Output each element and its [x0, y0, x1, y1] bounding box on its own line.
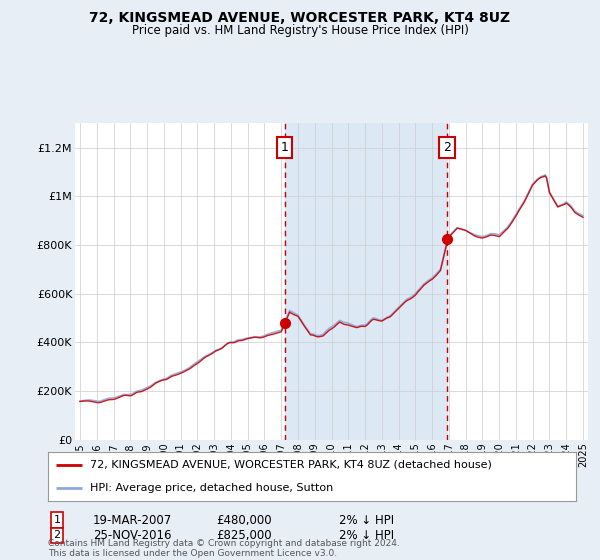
Text: 2% ↓ HPI: 2% ↓ HPI	[339, 514, 394, 527]
Text: 2: 2	[53, 530, 61, 540]
Text: 72, KINGSMEAD AVENUE, WORCESTER PARK, KT4 8UZ: 72, KINGSMEAD AVENUE, WORCESTER PARK, KT…	[89, 11, 511, 25]
Text: Contains HM Land Registry data © Crown copyright and database right 2024.
This d: Contains HM Land Registry data © Crown c…	[48, 539, 400, 558]
Text: £480,000: £480,000	[216, 514, 272, 527]
Text: Price paid vs. HM Land Registry's House Price Index (HPI): Price paid vs. HM Land Registry's House …	[131, 24, 469, 36]
Text: HPI: Average price, detached house, Sutton: HPI: Average price, detached house, Sutt…	[90, 483, 334, 493]
Bar	[285, 123, 447, 440]
Text: 19-MAR-2007: 19-MAR-2007	[93, 514, 172, 527]
Text: 72, KINGSMEAD AVENUE, WORCESTER PARK, KT4 8UZ (detached house): 72, KINGSMEAD AVENUE, WORCESTER PARK, KT…	[90, 460, 492, 470]
Text: 2: 2	[443, 141, 451, 154]
Text: 25-NOV-2016: 25-NOV-2016	[93, 529, 172, 542]
Text: 2% ↓ HPI: 2% ↓ HPI	[339, 529, 394, 542]
Text: £825,000: £825,000	[216, 529, 272, 542]
Text: 1: 1	[281, 141, 289, 154]
Text: 1: 1	[53, 515, 61, 525]
